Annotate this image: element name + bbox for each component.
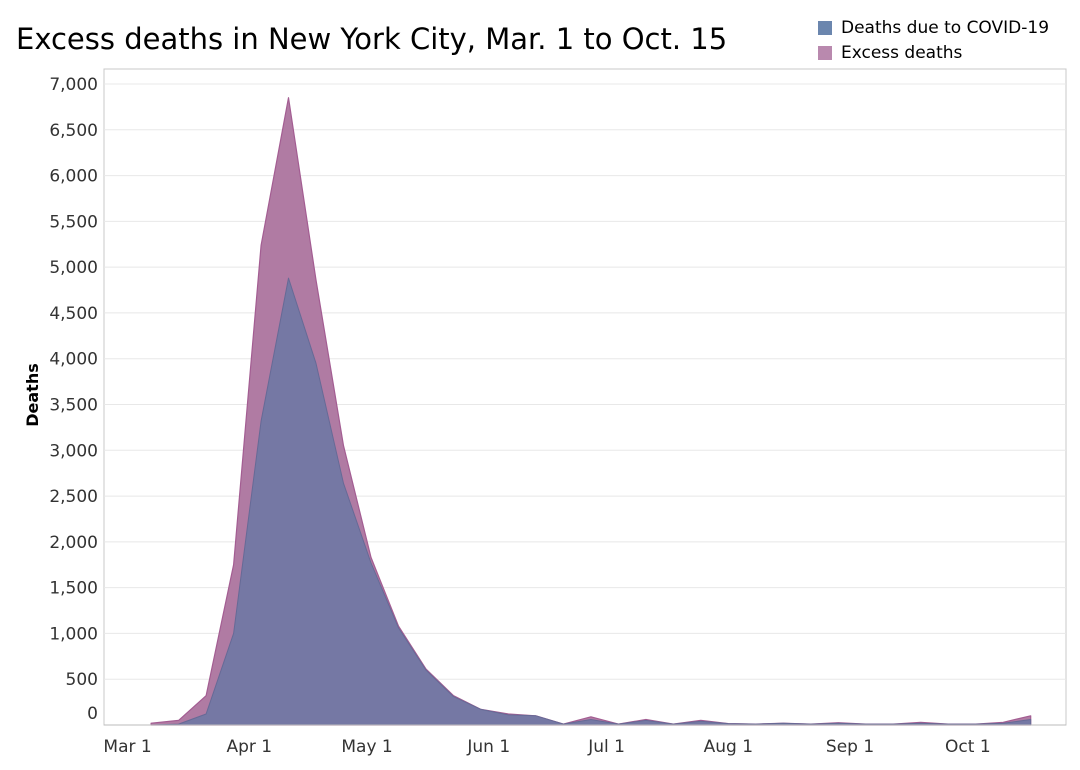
y-tick-label: 0 [87, 704, 98, 724]
y-tick-label: 2,500 [49, 487, 98, 507]
y-tick-label: 5,500 [49, 212, 98, 232]
series-area-covid-deaths [150, 277, 1032, 726]
x-tick-label: Jul 1 [587, 737, 625, 757]
y-tick-label: 6,000 [49, 167, 98, 187]
x-tick-label: Aug 1 [704, 737, 753, 757]
legend-label-excess: Excess deaths [841, 42, 963, 63]
legend-swatch-covid [818, 20, 832, 35]
x-tick-label: Sep 1 [826, 737, 874, 757]
y-tick-label: 5,000 [49, 258, 98, 278]
legend-item-covid[interactable]: Deaths due to COVID-19 [818, 15, 1049, 40]
y-tick-label: 3,000 [49, 441, 98, 461]
x-tick-label: May 1 [341, 737, 392, 757]
y-tick-label: 4,500 [49, 304, 98, 324]
x-tick-label: Jun 1 [466, 737, 510, 757]
x-tick-label: Mar 1 [103, 737, 151, 757]
y-tick-label: 6,500 [49, 121, 98, 141]
y-axis-label: Deaths [23, 363, 42, 427]
y-tick-label: 2,000 [49, 533, 98, 553]
legend-label-covid: Deaths due to COVID-19 [841, 17, 1050, 38]
y-tick-label: 3,500 [49, 396, 98, 416]
chart-legend: Deaths due to COVID-19 Excess deaths [818, 15, 1049, 65]
y-tick-label: 1,500 [49, 579, 98, 599]
y-tick-label: 500 [66, 670, 98, 690]
legend-swatch-excess [818, 45, 832, 60]
legend-item-excess[interactable]: Excess deaths [818, 40, 1049, 65]
y-tick-label: 1,000 [49, 624, 98, 644]
x-tick-label: Apr 1 [226, 737, 272, 757]
y-tick-label: 7,000 [49, 75, 98, 95]
x-tick-label: Oct 1 [945, 737, 991, 757]
chart-title: Excess deaths in New York City, Mar. 1 t… [16, 22, 728, 56]
y-tick-label: 4,000 [49, 350, 98, 370]
